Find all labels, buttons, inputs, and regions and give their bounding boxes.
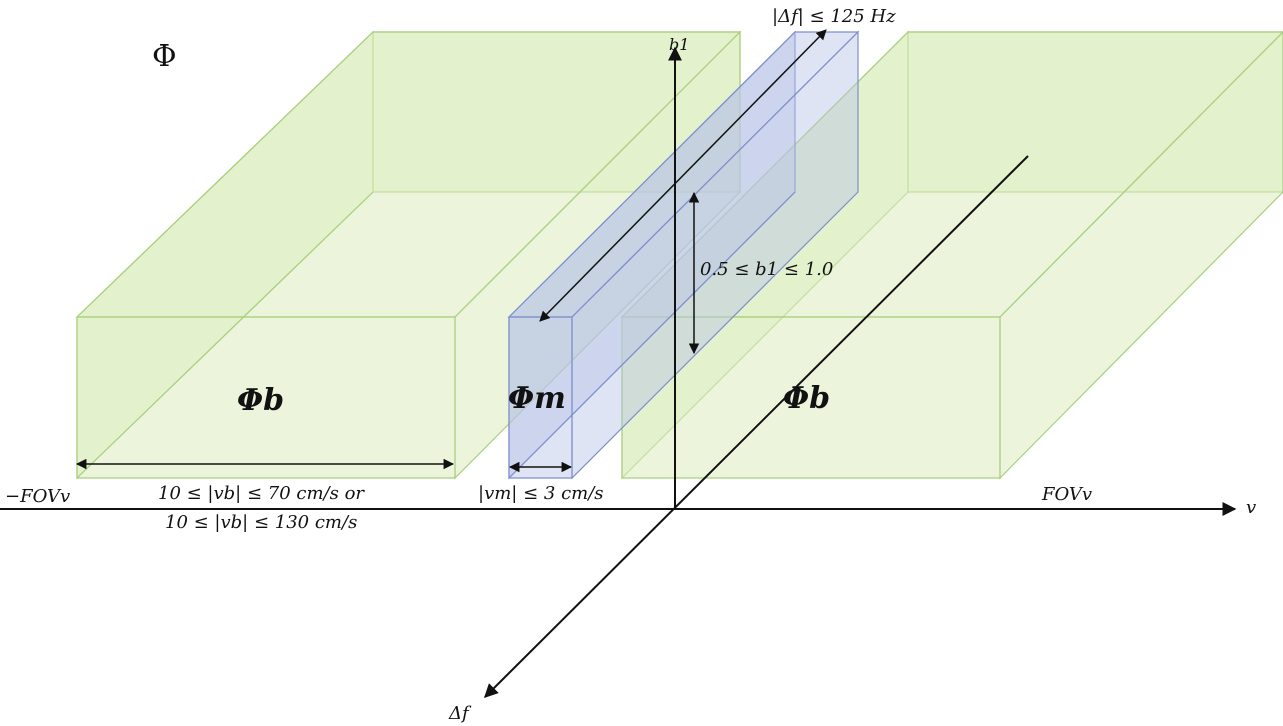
b1-range-label: 0.5 ≤ b1 ≤ 1.0 (700, 259, 833, 280)
phi-b-left-label: Φb (237, 383, 284, 418)
axis-df-label: Δf (448, 703, 472, 724)
dimension-arrows (75, 29, 827, 473)
phi-b-right-label: Φb (783, 381, 830, 416)
phi-m-label: Φm (508, 381, 566, 416)
neg-fovv-label: −FOVv (5, 486, 70, 507)
axis-df-line (484, 155, 1029, 698)
phi-label: Φ (152, 39, 177, 74)
df-range-label: |Δf| ≤ 125 Hz (772, 6, 896, 27)
axis-b1-label: b1 (669, 35, 689, 54)
vb-range-label-2: 10 ≤ |vb| ≤ 130 cm/s (165, 512, 357, 533)
vm-range-label: |vm| ≤ 3 cm/s (478, 483, 604, 504)
vb-range-label-1: 10 ≤ |vb| ≤ 70 cm/s or (158, 483, 365, 504)
df-range-arrow (539, 29, 827, 322)
axis-v-label: v (1246, 497, 1256, 518)
fovv-label: FOVv (1041, 484, 1092, 505)
